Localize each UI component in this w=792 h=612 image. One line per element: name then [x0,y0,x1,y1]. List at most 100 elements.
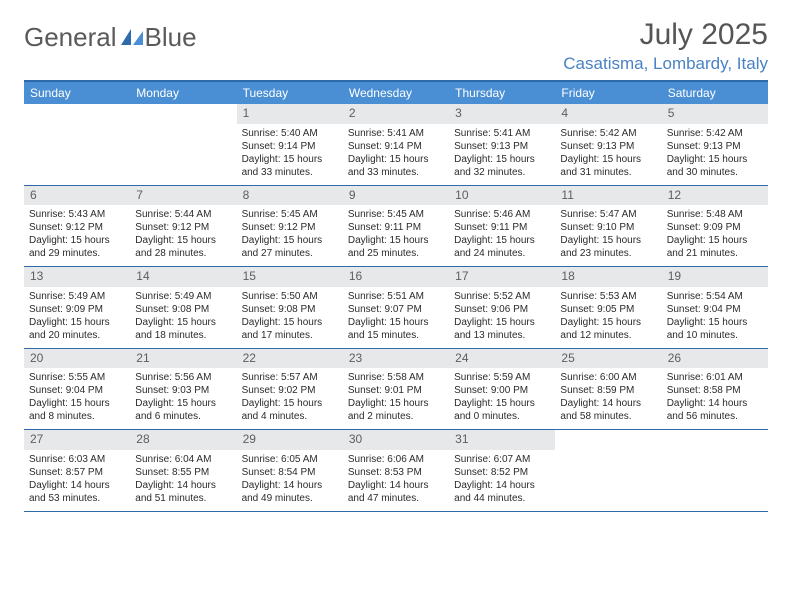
daylight-line: Daylight: 15 hours and 32 minutes. [454,153,550,179]
week-row: 20Sunrise: 5:55 AMSunset: 9:04 PMDayligh… [24,349,768,431]
daylight-line: Daylight: 15 hours and 33 minutes. [348,153,444,179]
day-number: 16 [343,267,449,287]
day-body: Sunrise: 5:56 AMSunset: 9:03 PMDaylight:… [130,368,236,429]
sunset-line: Sunset: 8:52 PM [454,466,550,479]
day-cell [555,430,661,511]
weekday-header: Wednesday [343,82,449,104]
day-body: Sunrise: 6:05 AMSunset: 8:54 PMDaylight:… [237,450,343,511]
sunset-line: Sunset: 8:55 PM [135,466,231,479]
logo-text-b: Blue [145,22,197,53]
sunrise-line: Sunrise: 5:41 AM [348,127,444,140]
day-cell: 20Sunrise: 5:55 AMSunset: 9:04 PMDayligh… [24,349,130,430]
day-cell: 30Sunrise: 6:06 AMSunset: 8:53 PMDayligh… [343,430,449,511]
day-cell: 8Sunrise: 5:45 AMSunset: 9:12 PMDaylight… [237,186,343,267]
weekday-header: Friday [555,82,661,104]
day-number: 8 [237,186,343,206]
day-cell [24,104,130,185]
day-body: Sunrise: 5:40 AMSunset: 9:14 PMDaylight:… [237,124,343,185]
sunrise-line: Sunrise: 5:40 AM [242,127,338,140]
day-number: 24 [449,349,555,369]
sunset-line: Sunset: 9:13 PM [667,140,763,153]
sunrise-line: Sunrise: 5:51 AM [348,290,444,303]
sunrise-line: Sunrise: 6:00 AM [560,371,656,384]
sunset-line: Sunset: 9:00 PM [454,384,550,397]
day-cell: 31Sunrise: 6:07 AMSunset: 8:52 PMDayligh… [449,430,555,511]
sunset-line: Sunset: 9:02 PM [242,384,338,397]
logo-text-a: General [24,22,117,53]
day-body: Sunrise: 5:45 AMSunset: 9:12 PMDaylight:… [237,205,343,266]
day-body: Sunrise: 5:51 AMSunset: 9:07 PMDaylight:… [343,287,449,348]
day-number: 3 [449,104,555,124]
daylight-line: Daylight: 15 hours and 30 minutes. [667,153,763,179]
daylight-line: Daylight: 15 hours and 33 minutes. [242,153,338,179]
day-number: 2 [343,104,449,124]
day-number: 5 [662,104,768,124]
sunset-line: Sunset: 8:54 PM [242,466,338,479]
day-number: 10 [449,186,555,206]
sunrise-line: Sunrise: 6:04 AM [135,453,231,466]
sunset-line: Sunset: 9:13 PM [560,140,656,153]
day-body: Sunrise: 5:49 AMSunset: 9:08 PMDaylight:… [130,287,236,348]
location-label: Casatisma, Lombardy, Italy [563,54,768,74]
weekday-header: Sunday [24,82,130,104]
sunset-line: Sunset: 9:04 PM [29,384,125,397]
day-cell [662,430,768,511]
sunrise-line: Sunrise: 5:59 AM [454,371,550,384]
day-number: 12 [662,186,768,206]
daylight-line: Daylight: 14 hours and 51 minutes. [135,479,231,505]
day-body: Sunrise: 5:43 AMSunset: 9:12 PMDaylight:… [24,205,130,266]
calendar: SundayMondayTuesdayWednesdayThursdayFrid… [24,80,768,512]
daylight-line: Daylight: 15 hours and 31 minutes. [560,153,656,179]
sunrise-line: Sunrise: 5:48 AM [667,208,763,221]
daylight-line: Daylight: 15 hours and 27 minutes. [242,234,338,260]
day-body: Sunrise: 5:46 AMSunset: 9:11 PMDaylight:… [449,205,555,266]
day-number: 17 [449,267,555,287]
sunset-line: Sunset: 9:09 PM [29,303,125,316]
sunset-line: Sunset: 9:12 PM [29,221,125,234]
day-number: 1 [237,104,343,124]
day-cell: 4Sunrise: 5:42 AMSunset: 9:13 PMDaylight… [555,104,661,185]
daylight-line: Daylight: 15 hours and 2 minutes. [348,397,444,423]
day-body: Sunrise: 5:50 AMSunset: 9:08 PMDaylight:… [237,287,343,348]
day-cell [130,104,236,185]
day-number: 27 [24,430,130,450]
sunrise-line: Sunrise: 6:06 AM [348,453,444,466]
day-cell: 2Sunrise: 5:41 AMSunset: 9:14 PMDaylight… [343,104,449,185]
sunset-line: Sunset: 9:10 PM [560,221,656,234]
daylight-line: Daylight: 14 hours and 49 minutes. [242,479,338,505]
day-cell: 24 Sunrise: 5:59 AMSunset: 9:00 PMDayligh… [449,349,555,430]
daylight-line: Daylight: 15 hours and 12 minutes. [560,316,656,342]
daylight-line: Daylight: 15 hours and 18 minutes. [135,316,231,342]
day-cell: 19Sunrise: 5:54 AMSunset: 9:04 PMDayligh… [662,267,768,348]
day-cell: 1Sunrise: 5:40 AMSunset: 9:14 PMDaylight… [237,104,343,185]
daylight-line: Daylight: 15 hours and 13 minutes. [454,316,550,342]
week-row: 27Sunrise: 6:03 AMSunset: 8:57 PMDayligh… [24,430,768,512]
title-block: July 2025 Casatisma, Lombardy, Italy [563,18,768,74]
sunrise-line: Sunrise: 5:53 AM [560,290,656,303]
sunset-line: Sunset: 9:13 PM [454,140,550,153]
day-number: 18 [555,267,661,287]
sunset-line: Sunset: 8:59 PM [560,384,656,397]
daylight-line: Daylight: 14 hours and 47 minutes. [348,479,444,505]
daylight-line: Daylight: 15 hours and 8 minutes. [29,397,125,423]
day-cell: 27Sunrise: 6:03 AMSunset: 8:57 PMDayligh… [24,430,130,511]
daylight-line: Daylight: 15 hours and 0 minutes. [454,397,550,423]
sunrise-line: Sunrise: 6:03 AM [29,453,125,466]
day-body: Sunrise: 5:42 AMSunset: 9:13 PMDaylight:… [555,124,661,185]
day-number: 26 [662,349,768,369]
day-cell: 17Sunrise: 5:52 AMSunset: 9:06 PMDayligh… [449,267,555,348]
day-number: 30 [343,430,449,450]
sunset-line: Sunset: 9:06 PM [454,303,550,316]
day-number: 11 [555,186,661,206]
weekday-header: Thursday [449,82,555,104]
sunset-line: Sunset: 9:08 PM [242,303,338,316]
sunset-line: Sunset: 9:08 PM [135,303,231,316]
sunrise-line: Sunrise: 6:05 AM [242,453,338,466]
sunset-line: Sunset: 9:12 PM [135,221,231,234]
sunrise-line: Sunrise: 5:56 AM [135,371,231,384]
day-number: 7 [130,186,236,206]
daylight-line: Daylight: 15 hours and 4 minutes. [242,397,338,423]
day-body: Sunrise: 5:55 AMSunset: 9:04 PMDaylight:… [24,368,130,429]
day-cell: 10Sunrise: 5:46 AMSunset: 9:11 PMDayligh… [449,186,555,267]
logo-sail-icon [121,29,143,47]
